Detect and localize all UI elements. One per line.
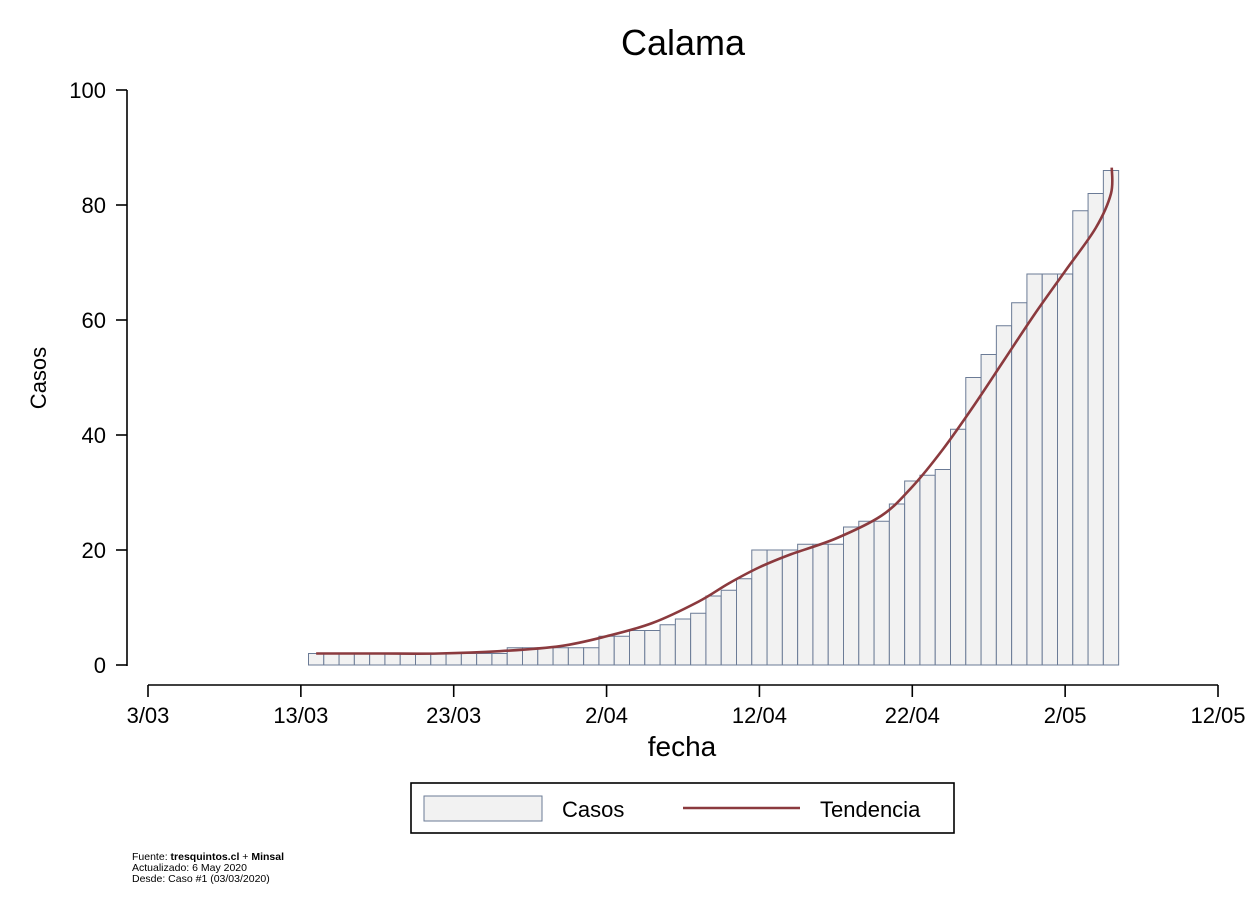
bar — [384, 653, 401, 666]
bar — [720, 589, 738, 666]
y-ticks-group: 0 20 40 60 80 100 — [69, 78, 127, 678]
footnote-source-sep: + — [239, 851, 252, 863]
chart-title: Calama — [621, 22, 746, 63]
y-tick-label: 0 — [94, 653, 106, 678]
bar — [598, 635, 615, 666]
legend-swatch-casos — [423, 795, 543, 822]
bar — [552, 647, 569, 666]
bar — [399, 653, 417, 666]
trend-line — [316, 167, 1114, 655]
bar — [567, 647, 585, 666]
bar — [1011, 302, 1028, 666]
bar — [476, 653, 493, 666]
bar — [781, 549, 799, 666]
y-tick-label: 40 — [82, 423, 106, 448]
x-tick-label: 3/03 — [127, 703, 170, 728]
bar — [812, 543, 829, 666]
bar — [583, 647, 600, 666]
bar — [1057, 273, 1074, 666]
footnote-source-site: tresquintos.cl — [170, 851, 240, 863]
x-tick-label: 22/04 — [885, 703, 940, 728]
bar — [308, 653, 325, 666]
bar — [858, 520, 875, 666]
bars-group — [308, 170, 1120, 666]
x-tick-label: 23/03 — [426, 703, 481, 728]
bar — [1072, 210, 1089, 666]
bar — [766, 549, 783, 666]
x-tick-label: 13/03 — [273, 703, 328, 728]
legend-label-tendencia: Tendencia — [820, 797, 921, 822]
bar — [690, 612, 707, 666]
bar — [644, 630, 661, 666]
bar — [919, 474, 936, 666]
x-tick-label: 12/05 — [1190, 703, 1245, 728]
x-tick-label: 2/04 — [585, 703, 628, 728]
bar — [369, 653, 386, 666]
bar — [873, 520, 890, 666]
bar — [353, 653, 371, 666]
bar — [965, 377, 982, 666]
bar — [995, 325, 1013, 666]
footnote: Fuente: tresquintos.cl + Minsal Actualiz… — [132, 852, 284, 885]
bar — [950, 428, 967, 666]
y-tick-label: 20 — [82, 538, 106, 563]
bar — [460, 653, 478, 666]
legend-label-casos: Casos — [562, 797, 624, 822]
bar — [904, 480, 921, 666]
bar — [705, 595, 722, 666]
bar — [827, 543, 845, 666]
bar — [338, 653, 355, 666]
bar — [1026, 273, 1043, 666]
y-axis-label: Casos — [26, 347, 51, 409]
footnote-since: Desde: Caso #1 (03/03/2020) — [132, 873, 270, 885]
bar — [980, 354, 997, 666]
x-tick-label: 2/05 — [1044, 703, 1087, 728]
bar — [323, 653, 340, 666]
footnote-updated: Actualizado: 6 May 2020 — [132, 862, 247, 874]
x-tick-label: 12/04 — [732, 703, 787, 728]
bar — [613, 635, 631, 666]
bar — [445, 653, 462, 666]
bar — [674, 618, 692, 666]
x-ticks-group: 3/03 13/03 23/03 2/04 12/04 22/04 2/05 12/05 — [127, 685, 1246, 728]
bar — [537, 647, 554, 666]
bar — [736, 578, 753, 666]
footnote-source-minsal: Minsal — [251, 851, 285, 863]
bar — [491, 653, 508, 666]
bar — [888, 503, 906, 666]
bar — [629, 630, 646, 666]
bar — [1087, 193, 1104, 666]
footnote-source: Fuente: tresquintos.cl + Minsal — [132, 852, 284, 863]
bar — [797, 543, 814, 666]
x-axis-label: fecha — [648, 731, 717, 762]
bar — [1041, 273, 1058, 666]
footnote-source-prefix: Fuente: — [132, 851, 171, 863]
bar — [1102, 170, 1120, 666]
bar — [843, 526, 860, 666]
bar — [659, 624, 676, 666]
y-tick-label: 60 — [82, 308, 106, 333]
y-tick-label: 100 — [69, 78, 106, 103]
bar — [430, 653, 447, 666]
bar — [415, 653, 432, 666]
y-tick-label: 80 — [82, 193, 106, 218]
bar — [934, 469, 952, 666]
legend: Casos Tendencia — [410, 782, 955, 834]
